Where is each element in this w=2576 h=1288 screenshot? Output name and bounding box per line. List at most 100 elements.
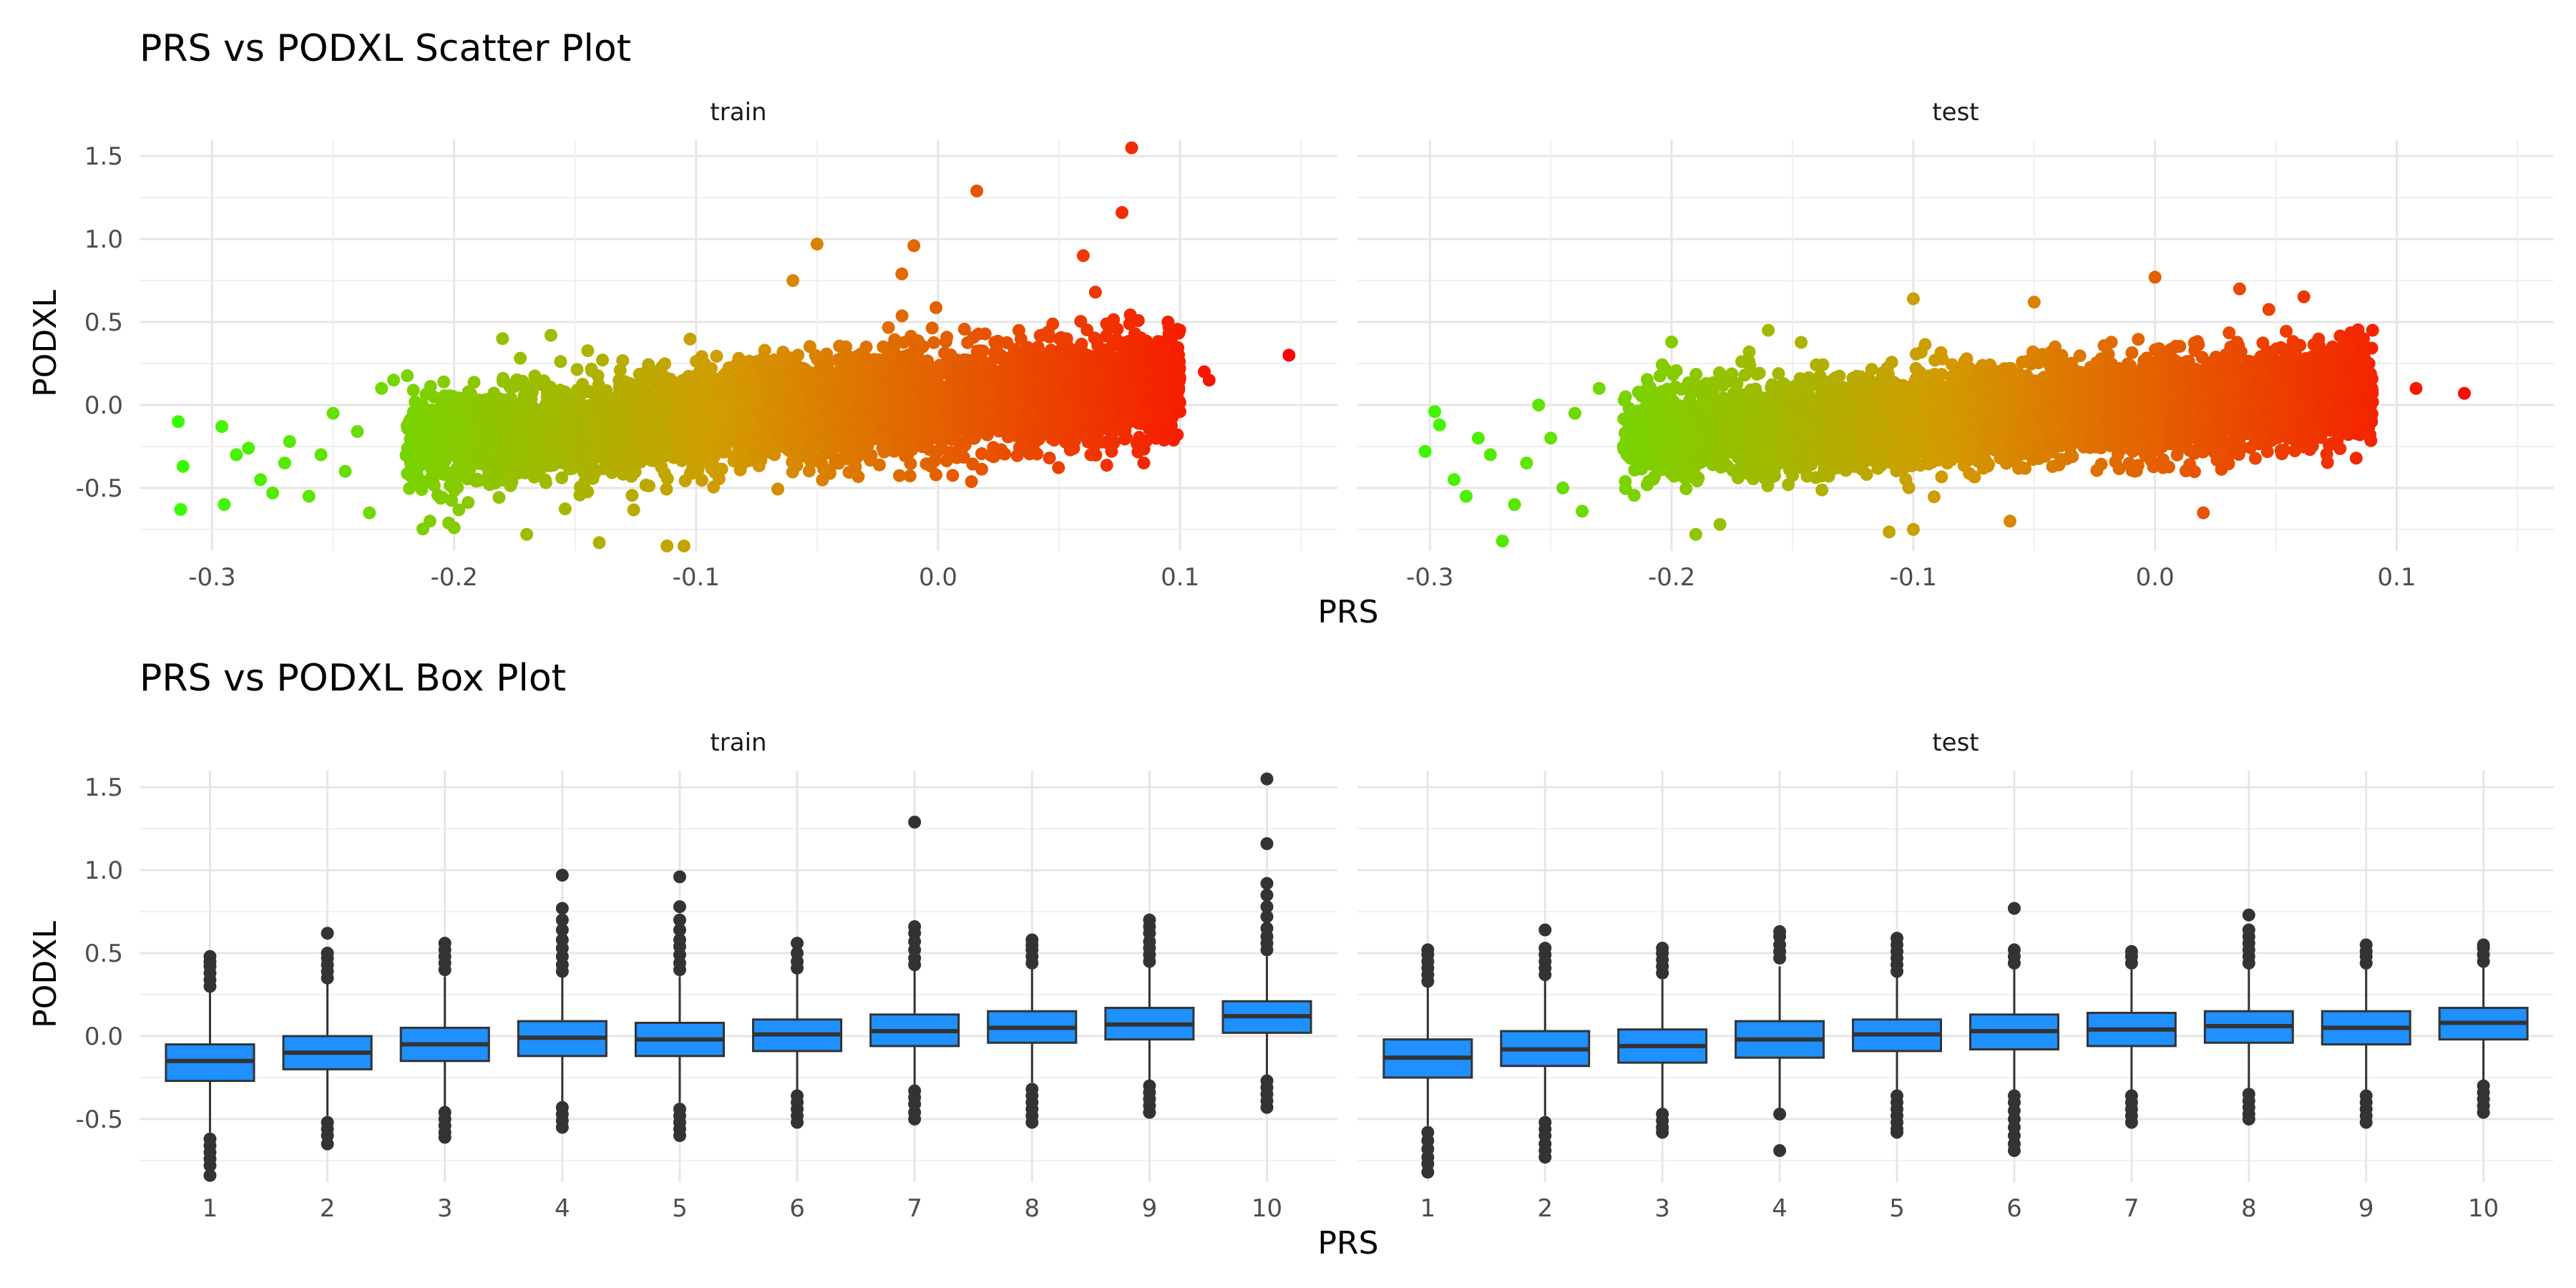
scatter-point bbox=[596, 353, 609, 367]
scatter-point bbox=[633, 399, 646, 413]
scatter-point bbox=[971, 394, 984, 408]
scatter-point bbox=[1092, 384, 1106, 398]
scatter-point bbox=[949, 424, 962, 437]
scatter-point bbox=[708, 466, 721, 479]
scatter-point bbox=[786, 402, 800, 416]
scatter-point bbox=[437, 375, 451, 389]
scatter-point bbox=[805, 398, 819, 411]
scatter-point bbox=[1040, 384, 1053, 397]
scatter-point bbox=[1162, 364, 1176, 378]
scatter-point bbox=[1025, 406, 1038, 419]
scatter-point bbox=[533, 418, 547, 431]
scatter-point bbox=[434, 422, 447, 436]
scatter-point bbox=[821, 357, 834, 371]
scatter-point bbox=[1133, 431, 1146, 444]
scatter-point bbox=[573, 480, 587, 494]
scatter-point bbox=[631, 423, 645, 436]
scatter-point bbox=[688, 393, 701, 406]
scatter-point bbox=[1162, 333, 1176, 346]
scatter-point bbox=[1044, 350, 1058, 364]
scatter-point bbox=[462, 496, 475, 509]
scatter-point bbox=[967, 431, 981, 445]
scatter-point bbox=[425, 469, 439, 482]
scatter-point bbox=[903, 469, 917, 483]
scatter-point bbox=[702, 407, 715, 421]
scatter-point bbox=[806, 411, 819, 425]
scatter-point bbox=[724, 389, 738, 402]
scatter-point bbox=[458, 434, 472, 447]
scatter-point bbox=[849, 419, 863, 432]
scatter-point bbox=[1094, 358, 1108, 372]
scatter-point bbox=[832, 457, 846, 470]
scatter-point bbox=[802, 464, 816, 478]
scatter-point bbox=[692, 366, 706, 379]
scatter-point bbox=[924, 459, 937, 473]
scatter-point bbox=[733, 379, 747, 392]
scatter-point bbox=[441, 401, 455, 415]
scatter-point bbox=[444, 449, 458, 462]
scatter-point bbox=[1115, 411, 1128, 424]
scatter-point bbox=[1062, 430, 1075, 444]
scatter-point bbox=[406, 384, 420, 397]
scatter-point bbox=[527, 470, 541, 484]
scatter-point bbox=[696, 474, 708, 487]
scatter-point bbox=[1164, 421, 1178, 435]
scatter-point bbox=[411, 474, 425, 488]
scatter-point bbox=[592, 411, 605, 424]
scatter-point bbox=[1052, 461, 1065, 474]
scatter-point bbox=[1148, 360, 1161, 374]
scatter-point bbox=[1148, 396, 1161, 410]
scatter-point bbox=[933, 425, 947, 439]
scatter-point bbox=[849, 403, 863, 416]
scatter-point bbox=[786, 465, 799, 479]
scatter-point bbox=[508, 379, 522, 393]
scatter-point bbox=[1121, 337, 1134, 351]
scatter-point bbox=[902, 348, 915, 362]
scatter-point bbox=[895, 442, 909, 456]
scatter-point bbox=[887, 338, 900, 351]
scatter-point bbox=[930, 301, 943, 314]
scatter-point bbox=[1011, 360, 1025, 374]
scatter-point bbox=[482, 426, 495, 440]
scatter-point bbox=[895, 309, 909, 323]
scatter-panel-train: -0.3 -0.2 -0.1 0.0 0.1 -0.50.00.51.01.5 bbox=[76, 140, 1337, 592]
scatter-point bbox=[893, 469, 906, 482]
scatter-point bbox=[1081, 364, 1095, 378]
scatter-point bbox=[639, 479, 653, 492]
scatter-point bbox=[766, 369, 779, 383]
scatter-point bbox=[844, 465, 858, 479]
scatter-point bbox=[625, 489, 639, 502]
scatter-point bbox=[1091, 424, 1105, 437]
scatter-point bbox=[880, 429, 894, 443]
scatter-point bbox=[859, 340, 873, 353]
scatter-point bbox=[1002, 376, 1015, 390]
scatter-point bbox=[658, 357, 671, 371]
scatter-point bbox=[672, 449, 686, 462]
scatter-point bbox=[771, 482, 784, 496]
scatter-point bbox=[710, 349, 723, 363]
scatter-point bbox=[553, 413, 567, 426]
scatter-point bbox=[817, 462, 831, 476]
scatter-point bbox=[594, 384, 608, 397]
scatter-point bbox=[559, 432, 572, 446]
scatter-point bbox=[424, 442, 437, 456]
scatter-point bbox=[408, 411, 421, 424]
scatter-point bbox=[841, 388, 854, 401]
scatter-point bbox=[1106, 375, 1119, 389]
scatter-point bbox=[1131, 351, 1144, 365]
scatter-point bbox=[424, 380, 437, 393]
scatter-point bbox=[927, 367, 940, 381]
scatter-point bbox=[1043, 452, 1056, 465]
scatter-point bbox=[859, 390, 873, 404]
scatter-facet-label-test: test bbox=[1932, 98, 1979, 127]
scatter-point bbox=[845, 351, 859, 364]
scatter-point bbox=[454, 462, 468, 475]
scatter-point bbox=[809, 438, 823, 452]
scatter-point bbox=[1012, 323, 1025, 337]
scatter-point bbox=[535, 459, 548, 473]
scatter-point bbox=[450, 424, 464, 437]
scatter-point bbox=[1053, 420, 1067, 434]
scatter-point bbox=[758, 343, 771, 357]
scatter-point bbox=[869, 401, 883, 415]
scatter-point bbox=[514, 351, 527, 365]
